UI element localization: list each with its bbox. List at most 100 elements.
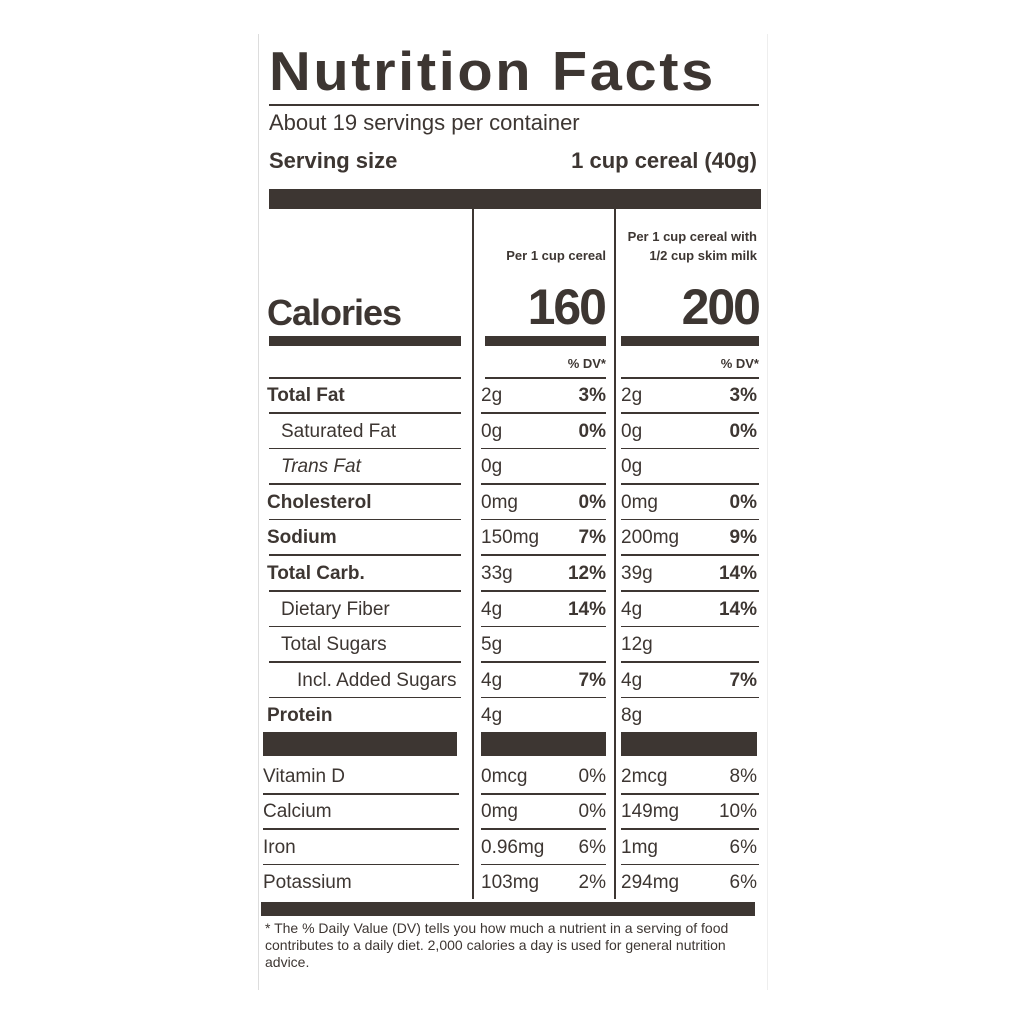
nutrient-row: Incl. Added Sugars 4g 7% 4g 7% xyxy=(259,663,767,699)
amount: 0mg xyxy=(481,491,518,513)
nutrient-name: Total Fat xyxy=(267,385,345,406)
nutrient-name: Dietary Fiber xyxy=(281,598,390,620)
row-divider xyxy=(621,412,759,414)
amount: 294mg xyxy=(621,872,680,894)
nutrient-row: Dietary Fiber 4g 14% 4g 14% xyxy=(259,592,767,628)
row-divider xyxy=(621,793,759,795)
row-divider xyxy=(481,793,606,795)
amount: 1mg xyxy=(621,836,658,858)
row-divider xyxy=(269,412,461,414)
amount: 5g xyxy=(481,634,503,656)
row-divider xyxy=(621,447,759,450)
calories-cereal: 160 xyxy=(527,279,607,335)
percent-dv: 2% xyxy=(578,872,606,894)
bottom-bar xyxy=(261,902,755,916)
amount: 0mcg xyxy=(481,766,528,787)
vitamin-bar xyxy=(263,732,457,756)
nutrient-name: Total Sugars xyxy=(281,634,387,656)
percent-dv: 10% xyxy=(718,801,757,823)
percent-dv: 6% xyxy=(578,836,606,858)
row-divider xyxy=(621,590,759,592)
thick-bar xyxy=(269,189,761,209)
row-divider xyxy=(269,518,461,521)
percent-dv: 8% xyxy=(729,766,757,787)
percent-dv: 0% xyxy=(578,766,606,787)
row-divider xyxy=(621,625,759,628)
row-divider xyxy=(621,696,759,699)
nutrient-name: Trans Fat xyxy=(281,456,361,478)
nutrient-name: Vitamin D xyxy=(263,766,346,787)
row-divider xyxy=(481,590,606,592)
percent-dv: 0% xyxy=(729,491,757,513)
amount: 4g xyxy=(481,598,503,620)
amount: 0.96mg xyxy=(481,836,545,858)
amount: 103mg xyxy=(481,872,540,894)
amount: 2g xyxy=(481,385,503,406)
row-divider xyxy=(481,554,606,556)
nutrient-name: Protein xyxy=(267,705,333,727)
calories-bar xyxy=(485,336,606,346)
percent-dv: 9% xyxy=(729,527,757,549)
amount: 2g xyxy=(621,385,643,406)
nutrient-name: Cholesterol xyxy=(267,491,372,513)
percent-dv: 12% xyxy=(567,563,606,584)
percent-dv: 6% xyxy=(729,872,757,894)
nutrient-name: Iron xyxy=(263,836,296,858)
row-divider xyxy=(481,661,606,663)
column-divider xyxy=(614,209,616,899)
amount: 12g xyxy=(621,634,653,656)
serving-size-value: 1 cup cereal (40g) xyxy=(571,148,757,173)
nutrient-name: Calcium xyxy=(263,801,332,823)
percent-dv: 7% xyxy=(578,527,606,549)
row-divider xyxy=(621,661,759,663)
percent-dv: 0% xyxy=(578,420,606,442)
nutrient-name: Potassium xyxy=(263,872,352,894)
dv-header: % DV* xyxy=(567,356,606,371)
row-divider xyxy=(481,447,606,450)
amount: 0g xyxy=(481,456,503,478)
serving-size-label: Serving size xyxy=(269,148,398,173)
nutrient-name: Incl. Added Sugars xyxy=(297,669,457,691)
nutrient-name: Sodium xyxy=(267,527,337,549)
divider xyxy=(269,104,759,106)
nutrient-row: Cholesterol 0mg 0% 0mg 0% xyxy=(259,485,767,521)
row-divider xyxy=(481,518,606,521)
amount: 39g xyxy=(621,563,653,584)
percent-dv: 14% xyxy=(718,563,757,584)
row-divider xyxy=(263,793,459,795)
row-divider xyxy=(269,625,461,628)
vitamin-bar xyxy=(621,732,757,756)
amount: 0g xyxy=(481,420,503,442)
nutrient-name: Saturated Fat xyxy=(281,420,397,442)
row-divider xyxy=(269,661,461,663)
divider xyxy=(485,377,606,379)
amount: 2mcg xyxy=(621,766,668,787)
percent-dv: 3% xyxy=(578,385,606,406)
row-divider xyxy=(481,828,606,830)
row-divider xyxy=(481,412,606,414)
row-divider xyxy=(621,863,759,866)
nutrient-row: Protein 4g 8g xyxy=(259,698,767,734)
row-divider xyxy=(263,828,459,830)
label-title: Nutrition Facts xyxy=(269,40,716,102)
calories-bar xyxy=(269,336,461,346)
row-divider xyxy=(621,518,759,521)
row-divider xyxy=(269,483,461,485)
nutrient-row: Potassium 103mg 2% 294mg 6% xyxy=(259,865,767,901)
nutrient-row: Sodium 150mg 7% 200mg 9% xyxy=(259,520,767,556)
row-divider xyxy=(621,828,759,830)
column-header-with-milk: Per 1 cup cereal with 1/2 cup skim milk xyxy=(627,229,757,263)
amount: 4g xyxy=(621,598,643,620)
divider xyxy=(269,377,461,379)
amount: 200mg xyxy=(621,527,680,549)
percent-dv: 0% xyxy=(578,801,606,823)
vitamin-bar xyxy=(481,732,606,756)
percent-dv: 7% xyxy=(729,669,757,691)
row-divider xyxy=(621,554,759,556)
amount: 149mg xyxy=(621,801,680,823)
percent-dv: 3% xyxy=(729,385,757,406)
amount: 150mg xyxy=(481,527,540,549)
dv-header: % DV* xyxy=(720,356,759,371)
row-divider xyxy=(269,447,461,450)
nutrient-row: Trans Fat 0g 0g xyxy=(259,449,767,485)
